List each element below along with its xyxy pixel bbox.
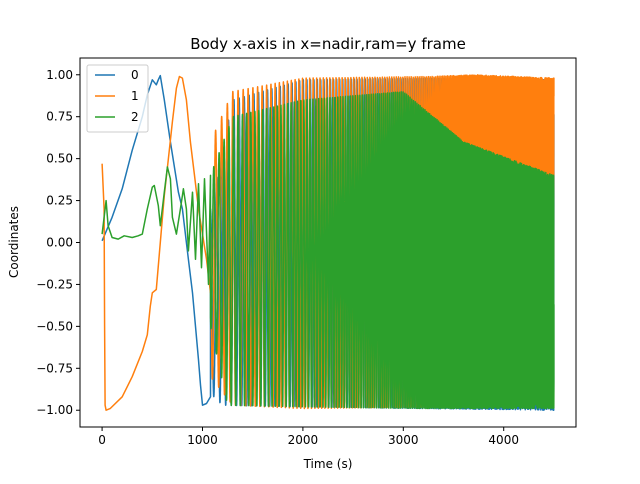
legend-label-0: 0 bbox=[131, 68, 139, 82]
y-axis-label: Coordinates bbox=[7, 206, 21, 278]
chart-title: Body x-axis in x=nadir,ram=y frame bbox=[190, 35, 466, 53]
y-tick-label: 0.00 bbox=[46, 236, 73, 250]
y-tick-label: −1.00 bbox=[36, 403, 73, 417]
series-line-2 bbox=[101, 91, 555, 410]
x-tick-label: 2000 bbox=[288, 433, 319, 447]
legend-label-2: 2 bbox=[131, 110, 139, 124]
y-tick-label: 1.00 bbox=[46, 68, 73, 82]
y-axis-ticks: 1.00 0.75 0.50 0.25 0.00 −0.25 −0.50 −0.75 −1.00 bbox=[36, 68, 80, 417]
y-tick-label: 0.25 bbox=[46, 194, 73, 208]
x-axis-ticks: 0 1000 2000 3000 4000 bbox=[98, 427, 519, 447]
legend-box bbox=[86, 64, 149, 133]
y-tick-label: 0.50 bbox=[46, 152, 73, 166]
y-tick-label: −0.50 bbox=[36, 319, 73, 333]
x-axis-label: Time (s) bbox=[303, 457, 353, 471]
y-tick-label: 0.75 bbox=[46, 110, 73, 124]
x-tick-label: 0 bbox=[98, 433, 106, 447]
x-tick-label: 3000 bbox=[388, 433, 419, 447]
x-tick-label: 4000 bbox=[488, 433, 519, 447]
x-tick-label: 1000 bbox=[187, 433, 218, 447]
series-layer bbox=[101, 74, 555, 411]
y-tick-label: −0.75 bbox=[36, 361, 73, 375]
legend-label-1: 1 bbox=[131, 89, 139, 103]
y-tick-label: −0.25 bbox=[36, 277, 73, 291]
legend: 0 1 2 bbox=[86, 64, 149, 133]
